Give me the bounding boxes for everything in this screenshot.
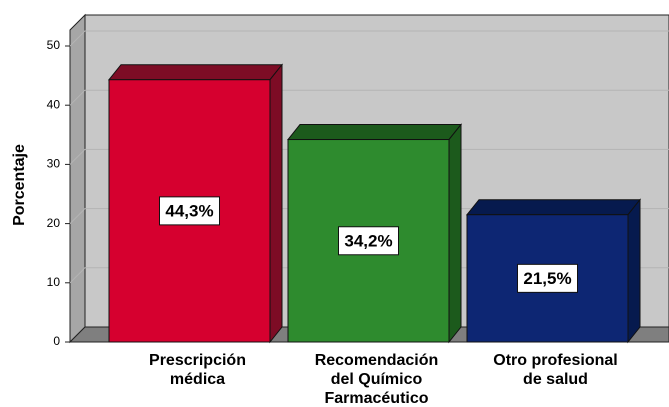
x-tick-label: Prescripción: [149, 352, 246, 369]
y-tick-label: 20: [47, 216, 61, 230]
bar-top: [286, 124, 463, 141]
value-label: 34,2%: [344, 231, 392, 250]
bar-side: [448, 123, 462, 344]
bar-side: [269, 63, 283, 344]
value-label-box: [338, 226, 399, 256]
grid-line: [69, 30, 669, 47]
y-tick-label: 0: [53, 334, 60, 348]
grid: [69, 30, 669, 284]
y-tick-label: 10: [47, 275, 61, 289]
x-tick-label: de salud: [523, 371, 588, 388]
value-label: 21,5%: [523, 269, 571, 288]
y-tick-label: 30: [47, 157, 61, 171]
x-tick-label: del Químico: [331, 371, 423, 388]
x-tick-label: Farmacéutico: [324, 390, 428, 407]
grid-line: [69, 89, 669, 106]
y-tick-label: 40: [47, 97, 61, 111]
y-axis-title: Porcentaje: [11, 144, 28, 226]
value-label-box: [159, 196, 220, 226]
grid-line: [69, 148, 669, 165]
value-label: 44,3%: [165, 201, 213, 220]
x-tick-label: médica: [170, 371, 225, 388]
y-tick-label: 50: [47, 38, 61, 52]
x-tick-label: Recomendación: [315, 352, 439, 369]
value-label-box: [517, 263, 578, 293]
bar-side: [627, 198, 641, 344]
bar-top: [465, 199, 642, 216]
x-tick-label: Otro profesional: [493, 352, 617, 369]
left-wall: [69, 13, 86, 344]
bar-top: [107, 64, 284, 81]
